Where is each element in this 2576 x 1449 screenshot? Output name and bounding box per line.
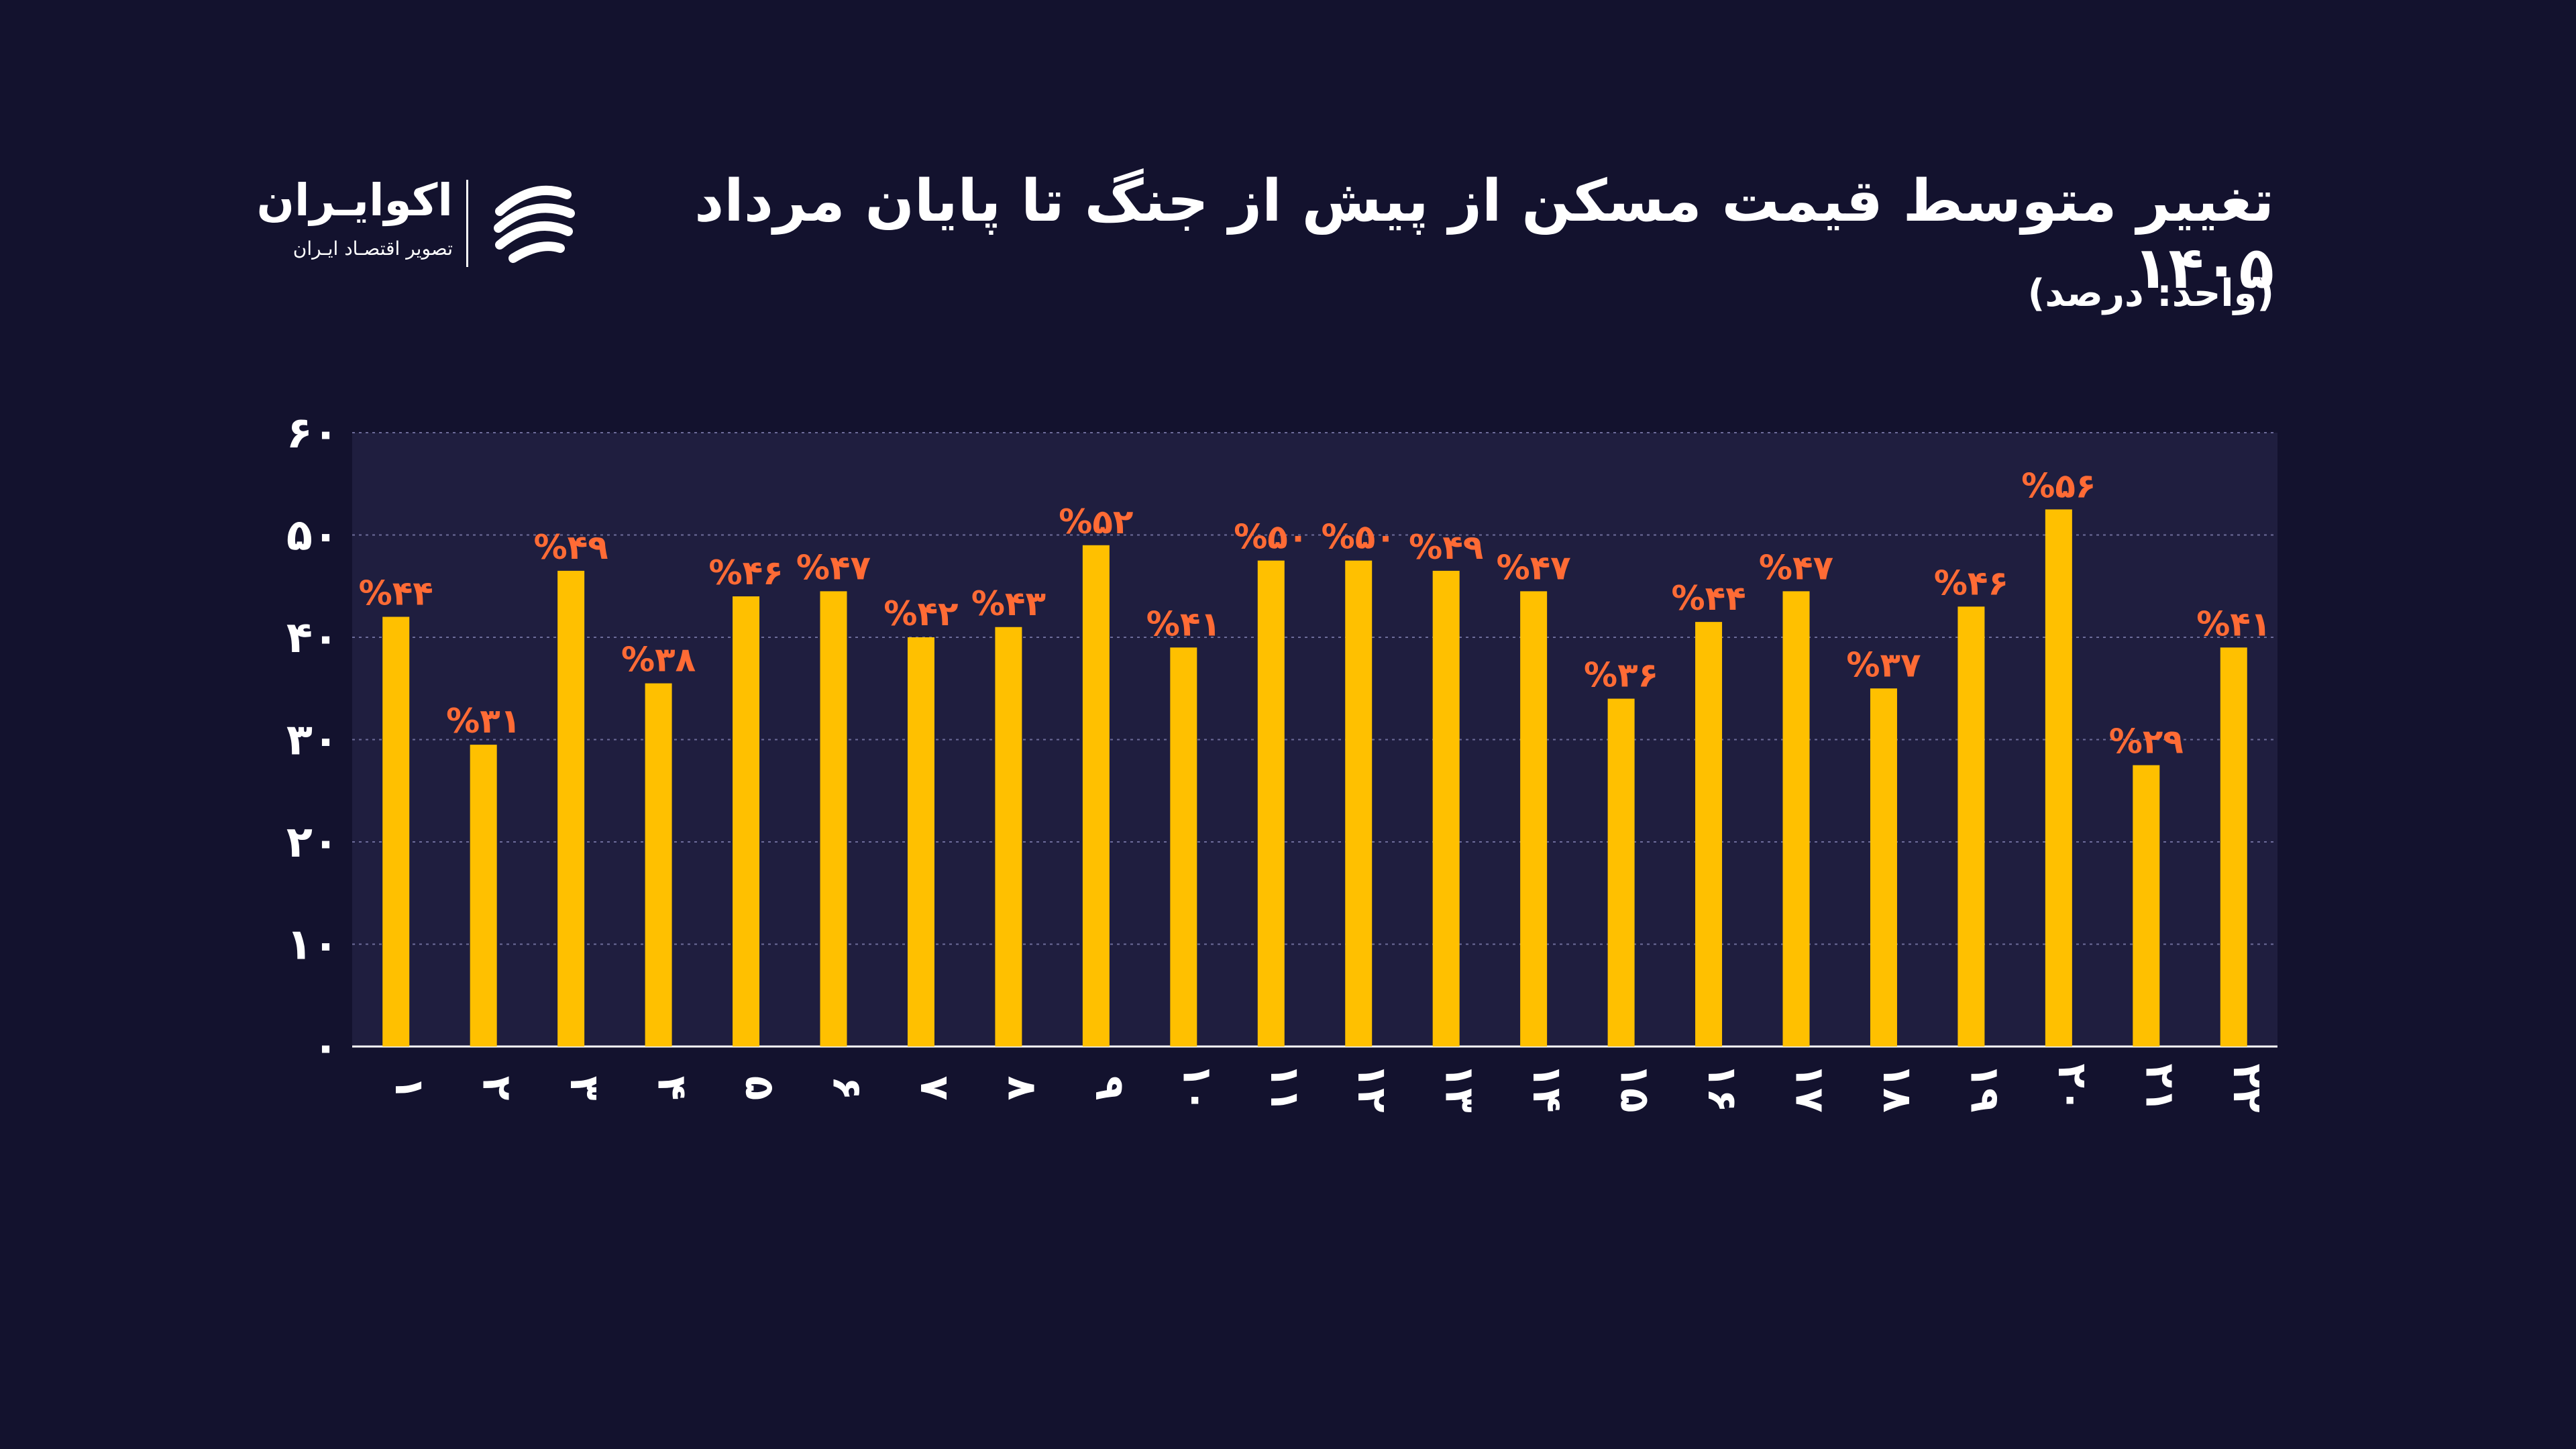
chart-title: تغییر متوسط قیمت مسکن از پیش از جنگ تا پ… — [694, 168, 2274, 302]
data-label: %۳۶ — [1584, 656, 1658, 695]
data-label: %۴۱ — [1146, 604, 1221, 643]
bar — [1345, 560, 1373, 1046]
x-tick-label: ۱۳ — [1436, 1063, 1483, 1112]
bar — [2045, 509, 2072, 1046]
data-label: %۴۹ — [1409, 528, 1483, 567]
bar — [733, 596, 760, 1046]
bar — [1870, 688, 1897, 1046]
brand-logo: اکوایـران تصویر اقتصـاد ایـران — [256, 168, 577, 268]
bar — [995, 627, 1022, 1046]
x-tick-label: ۲۰ — [2049, 1063, 2096, 1112]
data-label: %۴۷ — [796, 548, 871, 587]
bar — [1257, 560, 1285, 1046]
bar — [2220, 647, 2247, 1046]
bar — [1432, 570, 1460, 1046]
logo-name: اکوایـران — [256, 174, 453, 226]
data-label: %۲۹ — [2109, 722, 2184, 761]
data-label: %۴۶ — [708, 553, 783, 592]
data-label: %۴۴ — [359, 574, 433, 613]
x-tick-label: ۹ — [1086, 1076, 1133, 1101]
data-label: %۴۶ — [1934, 564, 2008, 602]
data-label: %۴۲ — [883, 594, 958, 633]
x-tick-label: ۲۱ — [2136, 1063, 2183, 1112]
bar — [1607, 698, 1635, 1046]
y-tick-label: ۵۰ — [286, 511, 339, 561]
bar — [1695, 622, 1723, 1046]
x-tick-label: ۱۱ — [1261, 1063, 1308, 1112]
ecoiran-swirl-icon — [494, 185, 575, 263]
y-tick-label: ۰ — [313, 1022, 339, 1072]
bar — [820, 591, 847, 1046]
y-tick-label: ۴۰ — [286, 613, 339, 663]
bar — [1082, 545, 1110, 1046]
x-tick-label: ۸ — [998, 1076, 1045, 1101]
x-tick-label: ۱۸ — [1874, 1063, 1921, 1112]
bar — [2133, 765, 2160, 1046]
y-tick-label: ۲۰ — [286, 818, 339, 867]
bar — [1957, 606, 1985, 1046]
chart-subtitle: (واحد: درصد) — [2027, 272, 2274, 315]
bar — [470, 745, 497, 1046]
y-tick-label: ۱۰ — [286, 920, 339, 970]
bar — [1170, 647, 1197, 1046]
x-tick-label: ۱۵ — [1611, 1063, 1658, 1112]
y-tick-label: ۶۰ — [286, 409, 339, 458]
logo-tagline: تصویر اقتصـاد ایـران — [292, 237, 453, 260]
x-tick-label: ۱ — [386, 1076, 433, 1101]
data-label: %۴۳ — [971, 584, 1046, 623]
x-tick-label: ۱۴ — [1523, 1063, 1570, 1112]
x-tick-label: ۱۹ — [1961, 1063, 2008, 1112]
bar — [1520, 591, 1548, 1046]
bar — [1782, 591, 1810, 1046]
x-tick-label: ۵ — [736, 1076, 783, 1101]
x-tick-label: ۷ — [911, 1076, 958, 1101]
data-label: %۴۷ — [1497, 548, 1571, 587]
x-tick-label: ۱۷ — [1786, 1063, 1833, 1112]
bar — [645, 683, 672, 1046]
x-tick-label: ۴ — [649, 1076, 696, 1101]
data-label: %۵۲ — [1059, 502, 1133, 541]
data-label: %۳۸ — [621, 641, 696, 680]
data-label: %۴۹ — [534, 528, 608, 567]
data-label: %۴۴ — [1671, 579, 1746, 618]
x-tick-label: ۱۲ — [1348, 1063, 1395, 1112]
data-label: %۳۷ — [1846, 645, 1921, 684]
x-tick-label: ۲۲ — [2224, 1063, 2271, 1112]
x-tick-label: ۳ — [561, 1076, 608, 1101]
data-label: %۴۱ — [2196, 604, 2271, 643]
data-label: %۳۱ — [446, 702, 521, 741]
data-label: %۴۷ — [1759, 548, 1833, 587]
data-label: %۵۰ — [1322, 518, 1396, 557]
data-label: %۵۰ — [1234, 518, 1308, 557]
bar — [907, 637, 934, 1046]
bar — [557, 570, 585, 1046]
y-tick-label: ۳۰ — [286, 716, 339, 765]
bar — [382, 616, 410, 1046]
data-label: %۵۶ — [2021, 466, 2096, 505]
x-tick-label: ۱۶ — [1699, 1063, 1746, 1112]
x-tick-label: ۲ — [474, 1076, 521, 1101]
logo-divider — [466, 180, 468, 267]
x-tick-label: ۶ — [824, 1076, 871, 1101]
x-tick-label: ۱۰ — [1173, 1063, 1220, 1112]
